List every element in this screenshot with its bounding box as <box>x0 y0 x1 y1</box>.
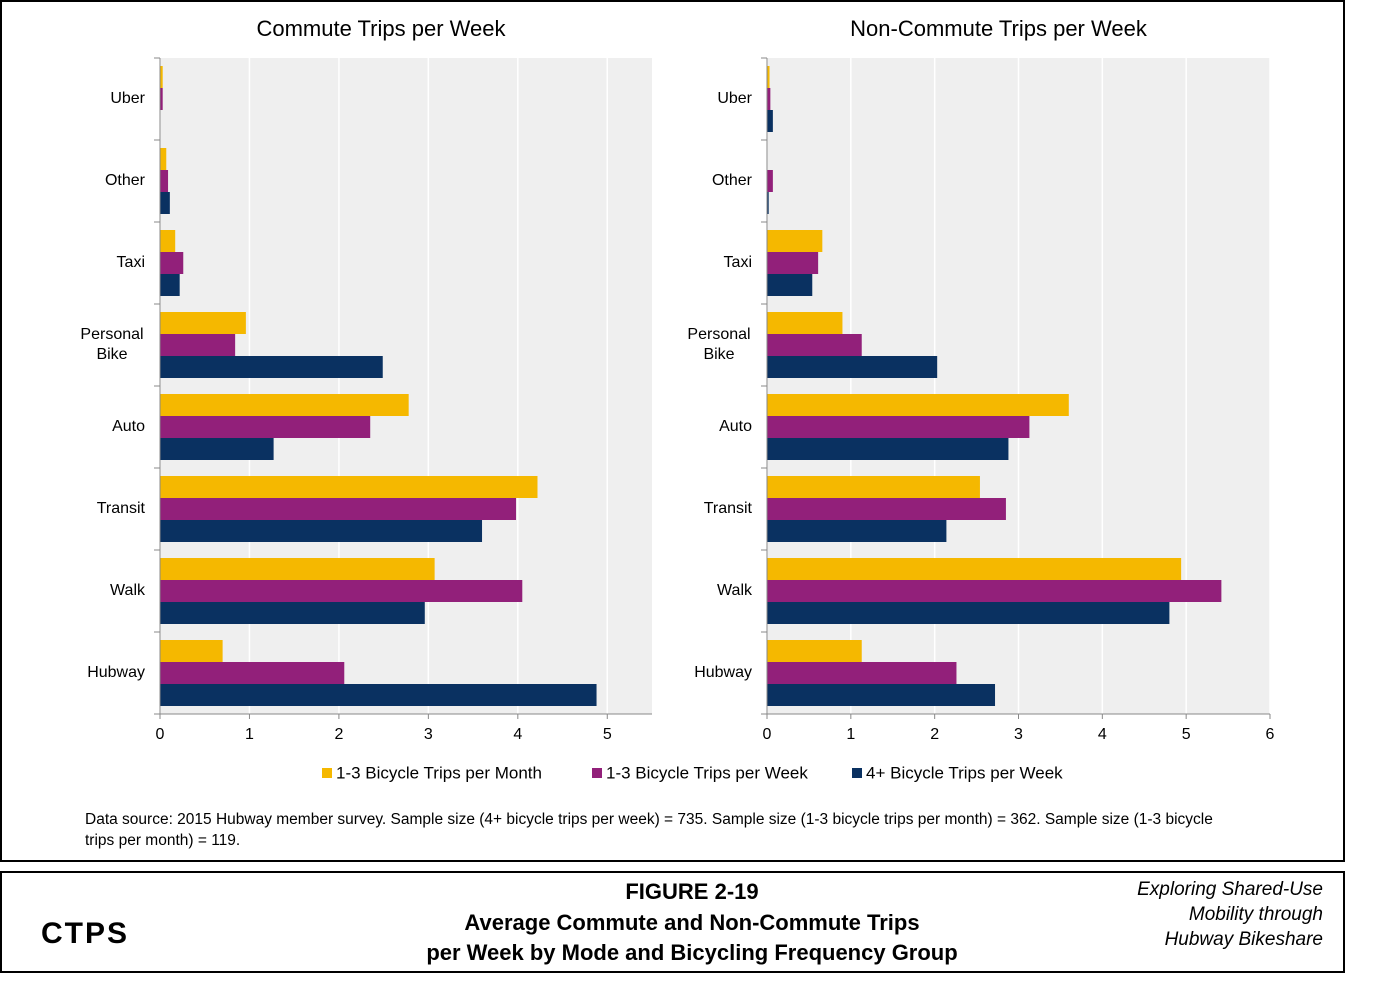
bar <box>767 416 1030 438</box>
y-tick-label: Other <box>105 172 146 189</box>
bar <box>767 580 1222 602</box>
bar <box>160 356 383 378</box>
x-tick-label: 3 <box>424 726 433 743</box>
bar <box>160 662 345 684</box>
y-tick-label: Taxi <box>117 254 145 271</box>
bar <box>160 602 425 624</box>
bar <box>767 476 980 498</box>
bar <box>160 520 483 542</box>
bar <box>767 110 773 132</box>
bar <box>160 498 517 520</box>
bar <box>767 640 862 662</box>
bar <box>767 602 1170 624</box>
x-tick-label: 1 <box>846 726 855 743</box>
bar <box>160 88 163 110</box>
x-tick-label: 2 <box>930 726 939 743</box>
bar <box>160 312 246 334</box>
x-tick-label: 5 <box>603 726 612 743</box>
bar <box>767 394 1069 416</box>
bar <box>767 88 771 110</box>
x-tick-label: 0 <box>763 726 772 743</box>
bar <box>160 170 169 192</box>
report-title: Hubway Bikeshare <box>1165 929 1323 950</box>
bar <box>160 274 180 296</box>
bar <box>160 66 163 88</box>
bar <box>767 334 862 356</box>
legend-swatch <box>322 768 332 778</box>
bar <box>767 230 823 252</box>
x-tick-label: 4 <box>513 726 522 743</box>
chart-frame <box>0 0 1345 862</box>
bar <box>160 252 184 274</box>
y-tick-label: Auto <box>719 418 752 435</box>
x-tick-label: 6 <box>1266 726 1275 743</box>
y-tick-label: Uber <box>717 90 752 107</box>
bar <box>160 476 538 498</box>
y-tick-label: Hubway <box>87 664 145 681</box>
bar <box>767 662 957 684</box>
legend-swatch <box>592 768 602 778</box>
y-tick-label: Walk <box>717 582 753 599</box>
y-tick-label: Walk <box>110 582 146 599</box>
bar <box>160 580 523 602</box>
bar <box>767 684 996 706</box>
y-tick-label: Hubway <box>694 664 752 681</box>
chart-title: Commute Trips per Week <box>256 16 506 41</box>
y-tick-label: Auto <box>112 418 145 435</box>
figure-number: FIGURE 2-19 <box>625 879 758 904</box>
x-tick-label: 0 <box>156 726 165 743</box>
bar <box>160 416 371 438</box>
footer-frame <box>0 871 1345 973</box>
bar <box>767 438 1009 460</box>
x-tick-label: 1 <box>245 726 254 743</box>
bar <box>767 558 1182 580</box>
y-tick-label: Personal Bike <box>687 326 750 363</box>
legend-label: 1-3 Bicycle Trips per Month <box>336 763 542 782</box>
figure-title: Average Commute and Non-Commute Trips <box>464 910 919 935</box>
y-tick-label: Personal Bike <box>80 326 143 363</box>
bar <box>767 252 819 274</box>
y-tick-label: Other <box>712 172 753 189</box>
report-title: Exploring Shared-Use <box>1137 879 1323 900</box>
bar <box>767 356 938 378</box>
chart-title: Non-Commute Trips per Week <box>850 16 1148 41</box>
bar <box>767 498 1006 520</box>
bar <box>767 66 770 88</box>
bar <box>160 558 435 580</box>
logo: CTPS <box>41 917 129 950</box>
x-tick-label: 2 <box>334 726 343 743</box>
x-tick-label: 4 <box>1098 726 1107 743</box>
bar <box>160 394 409 416</box>
y-tick-label: Taxi <box>724 254 752 271</box>
legend-swatch <box>852 768 862 778</box>
bar <box>160 684 597 706</box>
bar <box>767 312 843 334</box>
bar <box>767 192 769 214</box>
x-tick-label: 5 <box>1182 726 1191 743</box>
legend-label: 4+ Bicycle Trips per Week <box>866 763 1063 782</box>
y-tick-label: Uber <box>110 90 145 107</box>
bar <box>767 170 773 192</box>
bar <box>160 192 170 214</box>
source-note: Data source: 2015 Hubway member survey. … <box>85 811 1213 849</box>
y-tick-label: Transit <box>704 500 753 517</box>
bar <box>160 438 274 460</box>
bar <box>767 274 813 296</box>
bar <box>160 148 167 170</box>
x-tick-label: 3 <box>1014 726 1023 743</box>
report-title: Mobility through <box>1189 904 1323 925</box>
y-tick-label: Transit <box>97 500 146 517</box>
figure-title: per Week by Mode and Bicycling Frequency… <box>426 940 957 965</box>
legend-label: 1-3 Bicycle Trips per Week <box>606 763 808 782</box>
bar <box>160 640 223 662</box>
bar <box>767 520 947 542</box>
bar <box>160 334 236 356</box>
bar <box>160 230 176 252</box>
